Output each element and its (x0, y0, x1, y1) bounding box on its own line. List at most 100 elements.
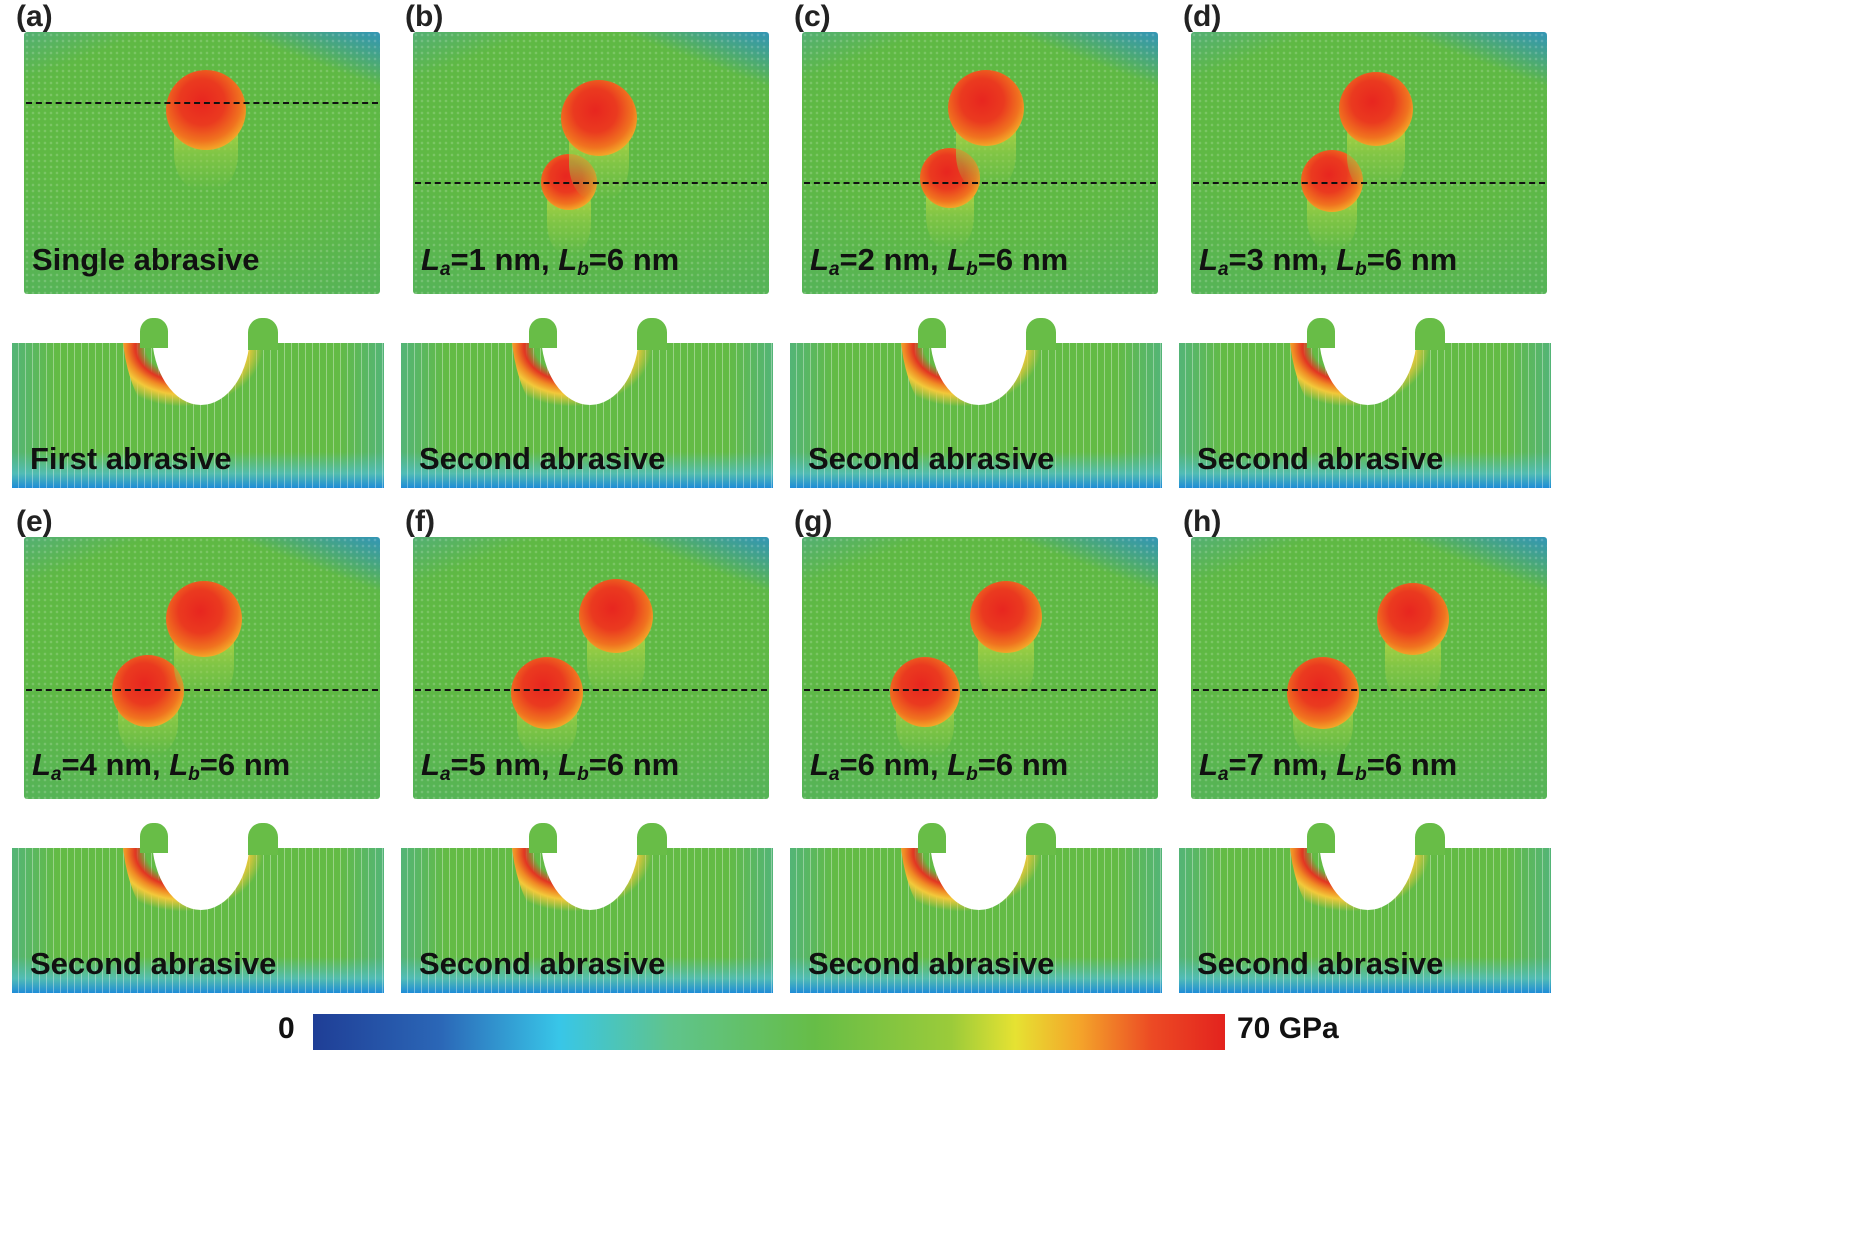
panel-caption: La=4 nm, Lb=6 nm (32, 747, 290, 786)
lb-symbol: L (1336, 242, 1356, 277)
lb-symbol: L (1336, 747, 1356, 782)
top-view-image: La=5 nm, Lb=6 nm (413, 537, 769, 799)
section-line (1193, 689, 1545, 691)
lb-subscript: b (966, 259, 978, 280)
stress-colorbar (313, 1014, 1225, 1050)
first-abrasive (579, 579, 653, 653)
pileup-right (1026, 823, 1056, 855)
first-abrasive (166, 70, 246, 150)
pileup-left (1307, 823, 1335, 853)
colorbar-min-label: 0 (278, 1012, 295, 1045)
la-subscript: a (439, 259, 451, 280)
panel-letter: (g) (794, 505, 833, 538)
lb-value: =6 nm (1366, 747, 1458, 782)
cross-section-image: Second abrasive (790, 343, 1162, 488)
top-view-image: La=1 nm, Lb=6 nm (413, 32, 769, 294)
pileup-left (140, 823, 168, 853)
lb-value: =6 nm (977, 242, 1069, 277)
lb-subscript: b (577, 764, 589, 785)
la-subscript: a (439, 764, 451, 785)
first-abrasive (948, 70, 1024, 146)
pileup-right (248, 318, 278, 350)
panel-letter: (a) (16, 0, 53, 33)
cross-section-image: Second abrasive (401, 343, 773, 488)
panel-5: (e) La=4 nm, Lb=6 nm Second abrasive (12, 505, 402, 1000)
top-view-image: Single abrasive (24, 32, 380, 294)
lb-symbol: L (558, 242, 578, 277)
colorbar-max-label: 70 GPa (1237, 1012, 1339, 1045)
pileup-left (1307, 318, 1335, 348)
panel-6: (f) La=5 nm, Lb=6 nm Second abrasive (401, 505, 791, 1000)
pileup-right (637, 318, 667, 350)
cross-section-label: Second abrasive (808, 946, 1055, 981)
cross-section-label: Second abrasive (1197, 441, 1444, 476)
la-symbol: L (1199, 747, 1218, 782)
panel-caption: La=6 nm, Lb=6 nm (810, 747, 1068, 786)
pileup-left (140, 318, 168, 348)
cross-section-label: Second abrasive (808, 441, 1055, 476)
lb-subscript: b (1355, 764, 1367, 785)
cross-section-image: First abrasive (12, 343, 384, 488)
cross-section-label: Second abrasive (30, 946, 277, 981)
cross-section-image: Second abrasive (1179, 848, 1551, 993)
la-symbol: L (810, 747, 829, 782)
first-abrasive (166, 581, 242, 657)
lb-symbol: L (947, 747, 967, 782)
la-subscript: a (828, 764, 840, 785)
la-value: =2 nm, (839, 242, 948, 277)
first-abrasive (1339, 72, 1413, 146)
section-line (26, 689, 378, 691)
section-line (26, 102, 378, 104)
panel-1: (a) Single abrasive First abrasive (12, 0, 402, 495)
panel-8: (h) La=7 nm, Lb=6 nm Second abrasive (1179, 505, 1569, 1000)
panel-letter: (f) (405, 505, 435, 538)
lb-value: =6 nm (588, 747, 680, 782)
la-subscript: a (1217, 764, 1229, 785)
second-abrasive (511, 657, 583, 729)
cross-section-label: Second abrasive (419, 441, 666, 476)
lb-subscript: b (1355, 259, 1367, 280)
pileup-right (1415, 823, 1445, 855)
lb-subscript: b (577, 259, 589, 280)
la-symbol: L (421, 747, 440, 782)
la-value: =5 nm, (450, 747, 559, 782)
panel-2: (b) La=1 nm, Lb=6 nm Second abrasive (401, 0, 791, 495)
lb-value: =6 nm (977, 747, 1069, 782)
la-value: =4 nm, (61, 747, 170, 782)
top-view-image: La=2 nm, Lb=6 nm (802, 32, 1158, 294)
pileup-right (1026, 318, 1056, 350)
lb-symbol: L (558, 747, 578, 782)
panel-letter: (h) (1183, 505, 1222, 538)
second-abrasive (112, 655, 184, 727)
la-symbol: L (810, 242, 829, 277)
lb-value: =6 nm (588, 242, 680, 277)
pileup-left (529, 318, 557, 348)
la-symbol: L (1199, 242, 1218, 277)
first-abrasive (970, 581, 1042, 653)
lb-symbol: L (947, 242, 967, 277)
pileup-right (637, 823, 667, 855)
la-subscript: a (50, 764, 62, 785)
cross-section-image: Second abrasive (12, 848, 384, 993)
la-value: =6 nm, (839, 747, 948, 782)
cross-section-label: Second abrasive (419, 946, 666, 981)
la-subscript: a (1217, 259, 1229, 280)
section-line (415, 689, 767, 691)
panel-caption: La=7 nm, Lb=6 nm (1199, 747, 1457, 786)
lb-subscript: b (966, 764, 978, 785)
atom-texture (1191, 537, 1547, 799)
second-abrasive (890, 657, 960, 727)
panel-caption: Single abrasive (32, 242, 260, 277)
cross-section-label: First abrasive (30, 441, 232, 476)
first-abrasive (1377, 583, 1449, 655)
section-line (1193, 182, 1545, 184)
lb-value: =6 nm (199, 747, 291, 782)
la-subscript: a (828, 259, 840, 280)
lb-value: =6 nm (1366, 242, 1458, 277)
cross-section-image: Second abrasive (401, 848, 773, 993)
cross-section-label: Second abrasive (1197, 946, 1444, 981)
top-view-image: La=3 nm, Lb=6 nm (1191, 32, 1547, 294)
cross-section-image: Second abrasive (790, 848, 1162, 993)
cross-section-image: Second abrasive (1179, 343, 1551, 488)
second-abrasive (1287, 657, 1359, 729)
